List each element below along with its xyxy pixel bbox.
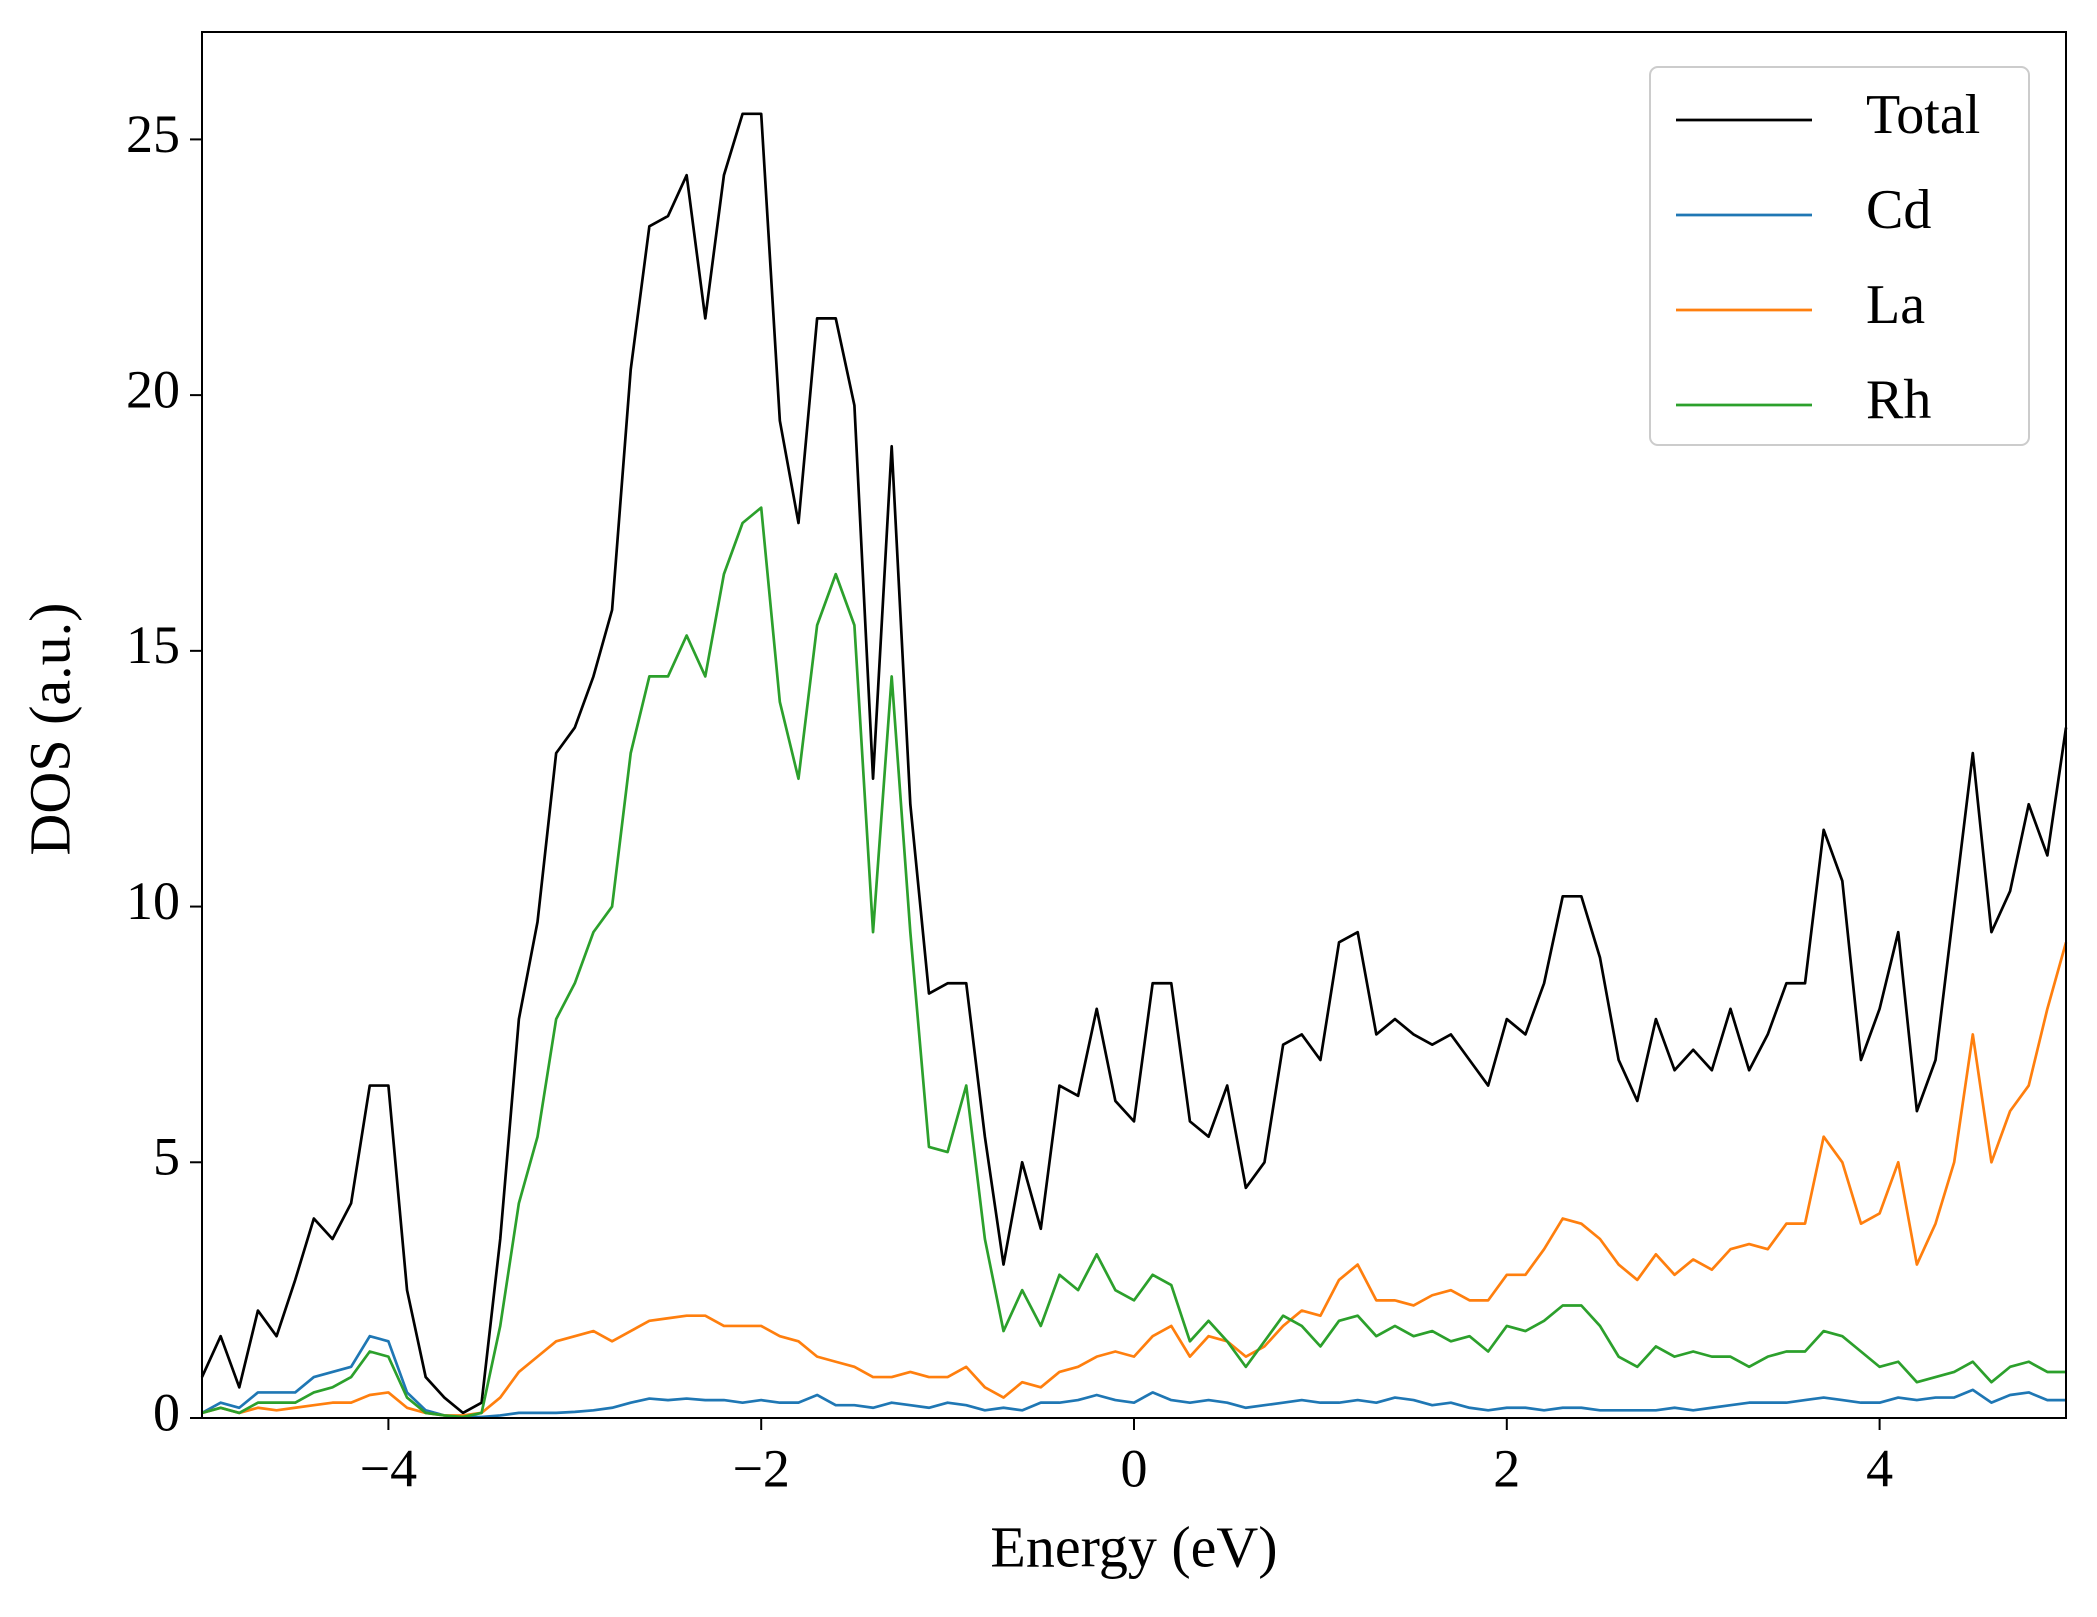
legend-label: Rh bbox=[1866, 369, 1931, 431]
series-line bbox=[201, 1334, 2066, 1419]
y-axis-label: DOS (a.u.) bbox=[17, 603, 82, 856]
y-tick-label: 15 bbox=[126, 615, 180, 675]
legend-box bbox=[1649, 66, 2030, 446]
x-tick-label: −4 bbox=[360, 1438, 417, 1498]
y-tick-label: 10 bbox=[126, 871, 180, 931]
plot-frame bbox=[201, 31, 2067, 1419]
y-tick-label: 5 bbox=[153, 1127, 180, 1187]
legend-label: La bbox=[1866, 274, 1925, 336]
y-tick-label: 0 bbox=[153, 1382, 180, 1442]
x-tick-label: −2 bbox=[732, 1438, 789, 1498]
series-line bbox=[200, 112, 2068, 1415]
y-tick-label: 20 bbox=[126, 360, 180, 420]
legend-label: Cd bbox=[1866, 179, 1931, 241]
x-axis-label: Energy (eV) bbox=[990, 1514, 1277, 1579]
legend-label: Total bbox=[1866, 84, 1980, 146]
x-tick-label: 4 bbox=[1866, 1438, 1893, 1498]
x-tick-label: 0 bbox=[1121, 1438, 1148, 1498]
series-line bbox=[201, 941, 2068, 1417]
x-tick-label: 2 bbox=[1493, 1438, 1520, 1498]
y-tick-label: 25 bbox=[126, 104, 180, 164]
series-line bbox=[201, 506, 2066, 1419]
